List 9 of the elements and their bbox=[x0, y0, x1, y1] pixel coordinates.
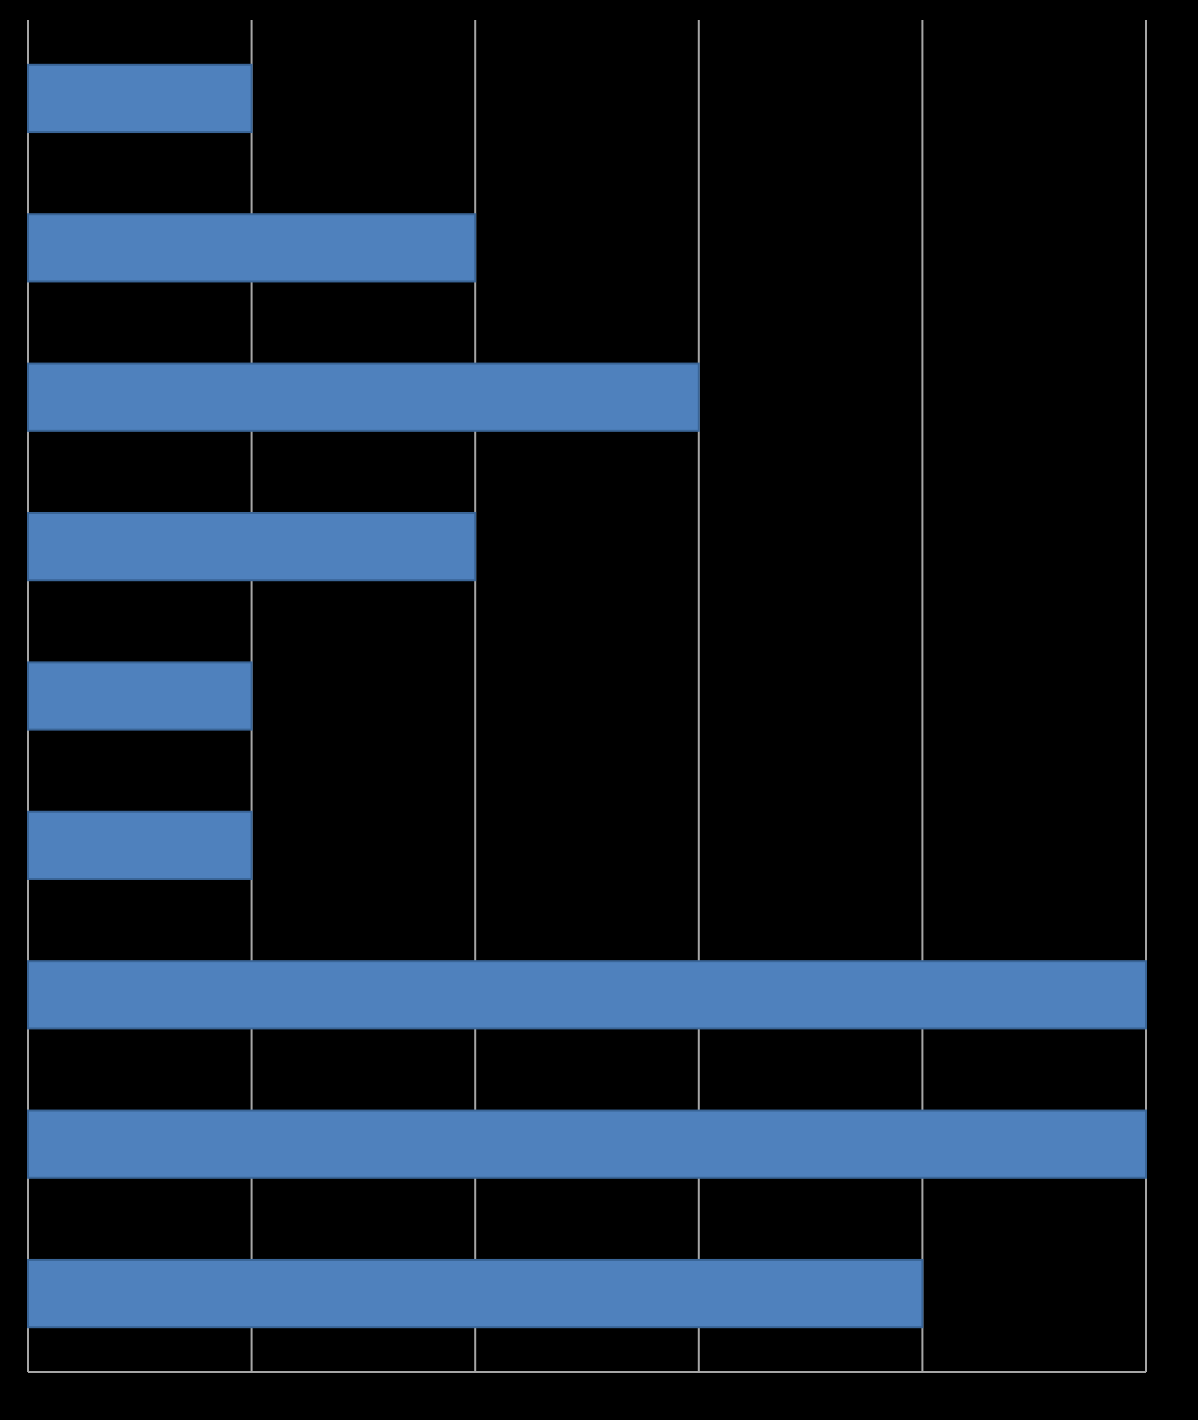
bar bbox=[27, 362, 700, 432]
bar bbox=[27, 1109, 1147, 1179]
bar bbox=[27, 213, 477, 283]
bar bbox=[27, 63, 253, 134]
bar bbox=[27, 810, 253, 880]
bar bbox=[27, 1258, 924, 1329]
bar bbox=[27, 661, 253, 731]
bar bbox=[27, 511, 477, 582]
bar bbox=[27, 960, 1147, 1030]
